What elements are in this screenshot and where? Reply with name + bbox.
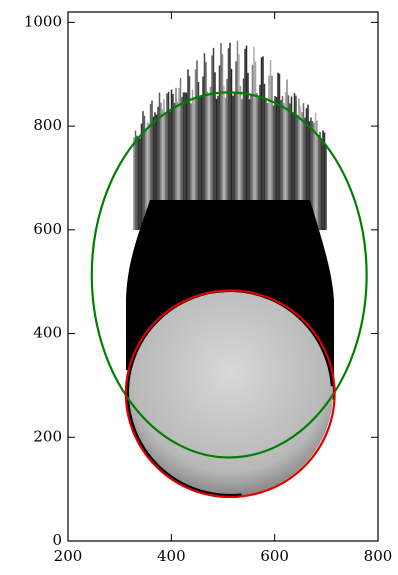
y-tick-label: 0 <box>52 531 62 549</box>
intensity-image <box>125 40 335 498</box>
x-tick-label: 800 <box>364 547 393 565</box>
ellipse <box>90 91 368 459</box>
y-tick-label: 800 <box>33 116 62 134</box>
plot-frame <box>67 11 379 542</box>
y-tick-label: 200 <box>33 427 62 445</box>
y-tick-label: 400 <box>33 324 62 342</box>
x-tick-label: 200 <box>54 547 83 565</box>
ellipse <box>124 289 336 499</box>
x-tick-label: 600 <box>260 547 289 565</box>
y-tick-label: 1000 <box>24 12 62 30</box>
y-tick-label: 600 <box>33 220 62 238</box>
x-tick-label: 400 <box>157 547 186 565</box>
